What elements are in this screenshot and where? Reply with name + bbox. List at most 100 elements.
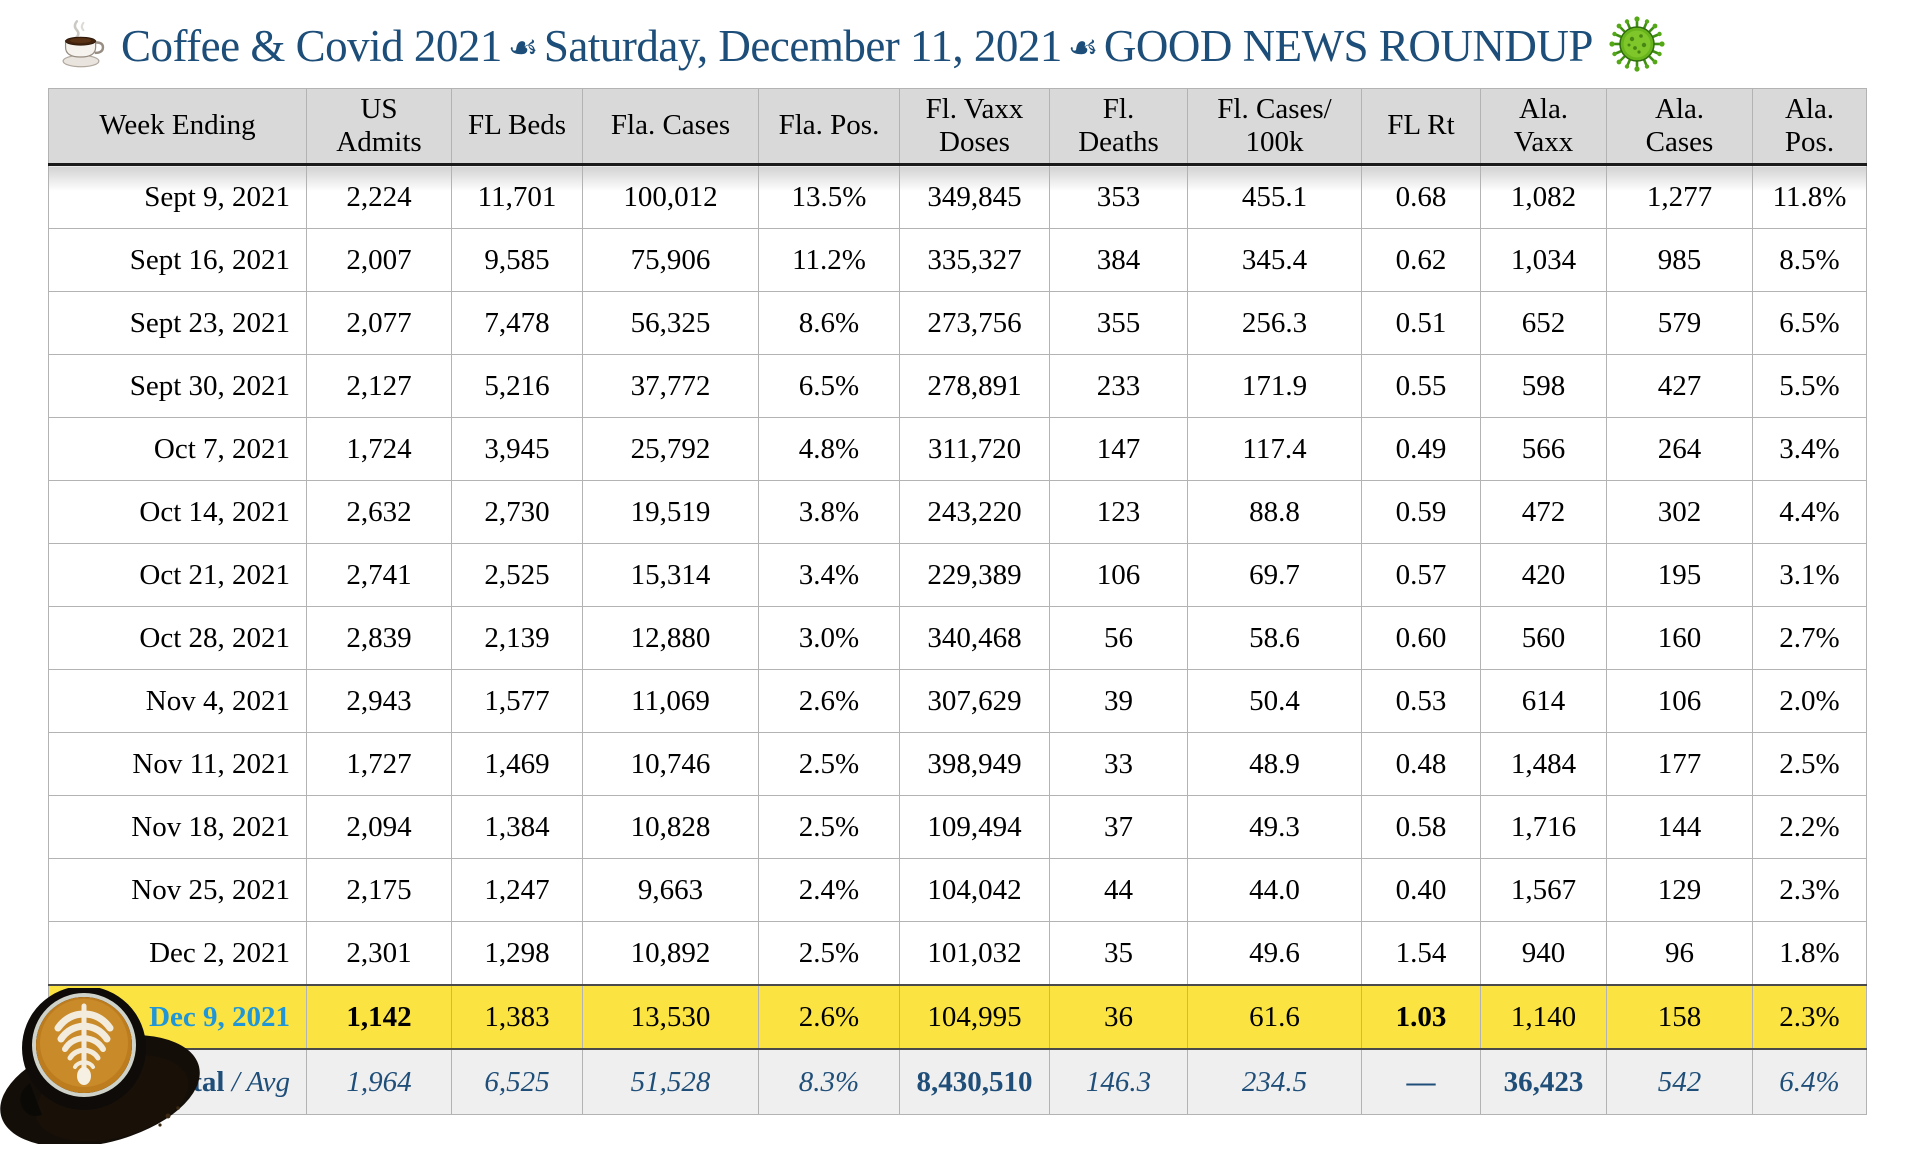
data-cell: 1,247 (451, 858, 583, 922)
total-cell: 6.4% (1752, 1048, 1867, 1115)
data-cell: 1,298 (451, 921, 583, 986)
data-cell: 345.4 (1187, 228, 1362, 292)
total-cell: 8.3% (758, 1048, 900, 1115)
data-cell: 472 (1480, 480, 1607, 544)
data-cell: 13,530 (582, 984, 759, 1050)
title-part-3: GOOD NEWS ROUNDUP (1103, 20, 1594, 71)
data-cell: 2.3% (1752, 984, 1867, 1050)
data-cell: 2,632 (306, 480, 452, 544)
week-ending-cell: Sept 16, 2021 (48, 228, 307, 292)
fleuron-separator-icon: ☙ (1067, 29, 1098, 67)
covid-stats-table: Week Ending US Admits FL Beds Fla. Cases Fla… (48, 88, 1867, 1115)
column-header: Ala. Pos. (1752, 88, 1867, 166)
data-cell: 5,216 (451, 354, 583, 418)
data-cell: 2.2% (1752, 795, 1867, 859)
total-cell: 36,423 (1480, 1048, 1607, 1115)
data-cell: 9,663 (582, 858, 759, 922)
total-cell: 542 (1606, 1048, 1753, 1115)
data-cell: 171.9 (1187, 354, 1362, 418)
data-cell: 1,140 (1480, 984, 1607, 1050)
data-cell: 2,943 (306, 669, 452, 733)
data-cell: 1,277 (1606, 164, 1753, 229)
total-row: Total / Avg 1,964 6,525 51,528 8.3% 8,43… (48, 1048, 1867, 1115)
data-cell: 48.9 (1187, 732, 1362, 796)
data-cell: 8.6% (758, 291, 900, 355)
data-cell: 106 (1049, 543, 1188, 607)
data-cell: 35 (1049, 921, 1188, 986)
data-cell: 11.2% (758, 228, 900, 292)
data-cell: 384 (1049, 228, 1188, 292)
column-header: Week Ending (48, 88, 307, 166)
data-cell: 2.6% (758, 984, 900, 1050)
latte-art-photo (0, 986, 212, 1148)
data-cell: 9,585 (451, 228, 583, 292)
data-cell: 49.3 (1187, 795, 1362, 859)
data-cell: 2,741 (306, 543, 452, 607)
data-cell: 243,220 (899, 480, 1050, 544)
week-ending-cell: Oct 28, 2021 (48, 606, 307, 670)
data-cell: 340,468 (899, 606, 1050, 670)
data-cell: 56 (1049, 606, 1188, 670)
header-row: Week Ending US Admits FL Beds Fla. Cases Fla… (48, 88, 1867, 166)
data-cell: 96 (1606, 921, 1753, 986)
data-cell: 15,314 (582, 543, 759, 607)
week-ending-cell: Dec 2, 2021 (48, 921, 307, 986)
data-cell: 10,746 (582, 732, 759, 796)
data-cell: 1,727 (306, 732, 452, 796)
data-cell: 2,730 (451, 480, 583, 544)
data-cell: 1,469 (451, 732, 583, 796)
data-cell: 6.5% (758, 354, 900, 418)
data-cell: 0.40 (1361, 858, 1481, 922)
data-cell: 104,042 (899, 858, 1050, 922)
data-cell: 11.8% (1752, 164, 1867, 229)
data-cell: 1,716 (1480, 795, 1607, 859)
data-cell: 273,756 (899, 291, 1050, 355)
data-cell: 355 (1049, 291, 1188, 355)
total-cell: 6,525 (451, 1048, 583, 1115)
column-header: Ala. Cases (1606, 88, 1753, 166)
week-ending-cell: Sept 23, 2021 (48, 291, 307, 355)
data-cell: 2.5% (758, 921, 900, 986)
data-cell: 0.49 (1361, 417, 1481, 481)
data-cell: 104,995 (899, 984, 1050, 1050)
data-cell: 3.4% (758, 543, 900, 607)
data-cell: 349,845 (899, 164, 1050, 229)
data-cell: 158 (1606, 984, 1753, 1050)
title-part-1: Coffee & Covid 2021 (121, 20, 502, 71)
data-cell: 985 (1606, 228, 1753, 292)
data-cell: 0.59 (1361, 480, 1481, 544)
data-cell: 2,175 (306, 858, 452, 922)
week-ending-cell: Sept 9, 2021 (48, 164, 307, 229)
data-cell: 560 (1480, 606, 1607, 670)
data-cell: 177 (1606, 732, 1753, 796)
data-cell: 195 (1606, 543, 1753, 607)
data-cell: 1,383 (451, 984, 583, 1050)
data-cell: 101,032 (899, 921, 1050, 986)
data-cell: 1,577 (451, 669, 583, 733)
data-cell: 0.55 (1361, 354, 1481, 418)
table-body: Sept 9, 2021 2,224 11,701 100,012 13.5% 349,8… (48, 164, 1867, 1050)
data-cell: 0.60 (1361, 606, 1481, 670)
coronavirus-icon (1607, 14, 1667, 79)
data-cell: 1,034 (1480, 228, 1607, 292)
data-cell: 2,094 (306, 795, 452, 859)
data-cell: 100,012 (582, 164, 759, 229)
data-cell: 12,880 (582, 606, 759, 670)
column-header: FL Rt (1361, 88, 1481, 166)
data-cell: 2.6% (758, 669, 900, 733)
total-cell: — (1361, 1048, 1481, 1115)
page-header: Coffee & Covid 2021 ☙ Saturday, December 1… (55, 14, 1865, 79)
data-cell: 0.51 (1361, 291, 1481, 355)
data-cell: 2,525 (451, 543, 583, 607)
week-row: Sept 16, 2021 2,007 9,585 75,906 11.2% 335,32… (48, 228, 1867, 292)
data-cell: 0.53 (1361, 669, 1481, 733)
data-cell: 25,792 (582, 417, 759, 481)
highlighted-week-row: Dec 9, 2021 1,142 1,383 13,530 2.6% 104,995 36… (48, 984, 1867, 1050)
data-cell: 7,478 (451, 291, 583, 355)
data-cell: 44 (1049, 858, 1188, 922)
data-cell: 264 (1606, 417, 1753, 481)
data-cell: 160 (1606, 606, 1753, 670)
data-cell: 8.5% (1752, 228, 1867, 292)
data-cell: 3.8% (758, 480, 900, 544)
data-cell: 2.5% (1752, 732, 1867, 796)
